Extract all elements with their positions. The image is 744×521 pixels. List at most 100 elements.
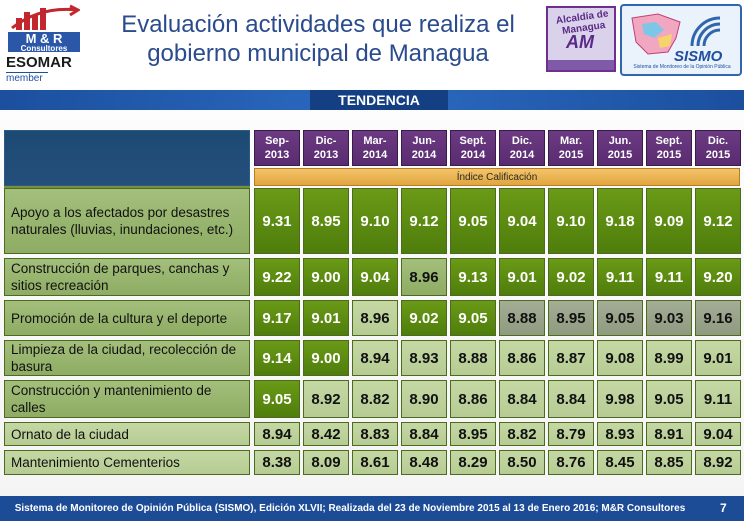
table-cell: 8.96 [401, 258, 447, 296]
column-header: Mar- 2014 [352, 130, 398, 166]
table-cell: 9.01 [695, 340, 741, 376]
alcaldia-managua-logo: Alcaldía de Managua AM [546, 6, 616, 72]
table-cell: 8.94 [352, 340, 398, 376]
table-cell: 9.04 [352, 258, 398, 296]
index-label: Índice Calificación [254, 168, 740, 186]
slide-header: M & R Consultores ESOMAR member Evaluaci… [0, 0, 744, 88]
table-cell: 9.11 [695, 380, 741, 418]
table-cell: 8.76 [548, 450, 594, 475]
table-cell: 8.92 [695, 450, 741, 475]
table-cell: 8.91 [646, 422, 692, 446]
row-label: Construcción y mantenimiento de calles [4, 380, 250, 418]
table-cell: 9.31 [254, 188, 300, 254]
column-header: Sept. 2015 [646, 130, 692, 166]
table-cell: 8.82 [352, 380, 398, 418]
slide-footer: Sistema de Monitoreo de Opinión Pública … [0, 496, 744, 521]
table-cell: 8.83 [352, 422, 398, 446]
column-header: Dic- 2013 [303, 130, 349, 166]
table-cell: 9.05 [646, 380, 692, 418]
tendencia-banner: TENDENCIA [0, 90, 744, 110]
table-cell: 9.22 [254, 258, 300, 296]
row-label: Mantenimiento Cementerios [4, 450, 250, 475]
column-header: Sept. 2014 [450, 130, 496, 166]
table-cell: 9.08 [597, 340, 643, 376]
table-cell: 9.11 [597, 258, 643, 296]
table-cell: 8.88 [450, 340, 496, 376]
table-cell: 8.42 [303, 422, 349, 446]
table-cell: 9.10 [548, 188, 594, 254]
sismo-logo: SISMO Sistema de Monitoreo de la Opinión… [620, 4, 742, 76]
row-label: Limpieza de la ciudad, recolección de ba… [4, 340, 250, 376]
table-cell: 9.20 [695, 258, 741, 296]
table-cell: 9.05 [450, 300, 496, 336]
table-cell: 9.01 [303, 300, 349, 336]
row-label: Construcción de parques, canchas y sitio… [4, 258, 250, 296]
column-header: Jun. 2015 [597, 130, 643, 166]
table-cell: 8.95 [303, 188, 349, 254]
table-cell: 8.38 [254, 450, 300, 475]
table-cell: 8.45 [597, 450, 643, 475]
table-cell: 8.79 [548, 422, 594, 446]
table-cell: 9.01 [499, 258, 545, 296]
table-cell: 9.00 [303, 258, 349, 296]
row-label: Apoyo a los afectados por desastres natu… [4, 188, 250, 254]
table-cell: 8.95 [548, 300, 594, 336]
table-cell: 9.13 [450, 258, 496, 296]
table-corner [4, 130, 250, 186]
table-cell: 9.04 [499, 188, 545, 254]
table-cell: 8.84 [499, 380, 545, 418]
table-cell: 9.02 [548, 258, 594, 296]
banner-label: TENDENCIA [310, 90, 448, 110]
esomar-label: ESOMAR [6, 54, 72, 71]
table-cell: 9.14 [254, 340, 300, 376]
table-cell: 8.95 [450, 422, 496, 446]
page-number: 7 [720, 501, 727, 515]
table-cell: 9.05 [597, 300, 643, 336]
table-cell: 9.00 [303, 340, 349, 376]
table-cell: 9.05 [254, 380, 300, 418]
column-header: Jun- 2014 [401, 130, 447, 166]
table-cell: 8.84 [401, 422, 447, 446]
table-cell: 8.84 [548, 380, 594, 418]
table-cell: 8.94 [254, 422, 300, 446]
table-cell: 8.88 [499, 300, 545, 336]
table-cell: 8.96 [352, 300, 398, 336]
mr-logo-label: M & R Consultores [8, 32, 80, 53]
table-cell: 8.87 [548, 340, 594, 376]
table-cell: 8.61 [352, 450, 398, 475]
table-cell: 8.93 [597, 422, 643, 446]
table-cell: 9.12 [401, 188, 447, 254]
table-cell: 9.02 [401, 300, 447, 336]
footer-text: Sistema de Monitoreo de Opinión Pública … [14, 503, 686, 514]
mr-consultores-logo: M & R Consultores ESOMAR member [4, 4, 88, 88]
table-cell: 8.48 [401, 450, 447, 475]
member-label: member [6, 72, 48, 84]
row-label: Ornato de la ciudad [4, 422, 250, 446]
table-cell: 8.09 [303, 450, 349, 475]
table-cell: 8.99 [646, 340, 692, 376]
nicaragua-map-icon [631, 13, 681, 55]
table-cell: 9.05 [450, 188, 496, 254]
table-cell: 9.12 [695, 188, 741, 254]
table-cell: 9.10 [352, 188, 398, 254]
table-cell: 9.11 [646, 258, 692, 296]
table-cell: 9.16 [695, 300, 741, 336]
column-header: Sep- 2013 [254, 130, 300, 166]
row-label: Promoción de la cultura y el deporte [4, 300, 250, 336]
table-cell: 8.92 [303, 380, 349, 418]
table-cell: 8.85 [646, 450, 692, 475]
table-cell: 8.93 [401, 340, 447, 376]
table-cell: 9.03 [646, 300, 692, 336]
signal-waves-icon [690, 16, 721, 47]
column-header: Dic. 2015 [695, 130, 741, 166]
column-header: Dic. 2014 [499, 130, 545, 166]
table-cell: 8.90 [401, 380, 447, 418]
table-cell: 8.86 [450, 380, 496, 418]
bar-chart-logo-icon [11, 4, 80, 30]
table-cell: 8.29 [450, 450, 496, 475]
table-cell: 9.09 [646, 188, 692, 254]
column-header: Mar. 2015 [548, 130, 594, 166]
table-cell: 8.82 [499, 422, 545, 446]
table-cell: 9.18 [597, 188, 643, 254]
table-cell: 8.86 [499, 340, 545, 376]
